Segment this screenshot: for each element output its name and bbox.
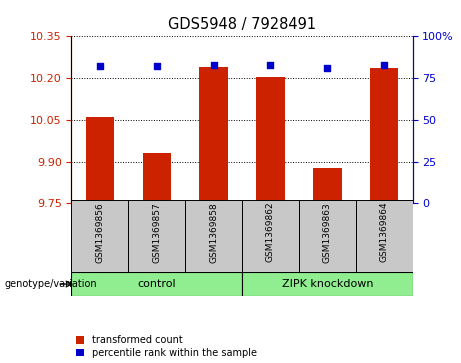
Title: GDS5948 / 7928491: GDS5948 / 7928491 <box>168 17 316 32</box>
Text: ZIPK knockdown: ZIPK knockdown <box>282 279 373 289</box>
Point <box>210 62 217 68</box>
Bar <box>256 77 285 203</box>
Text: GSM1369856: GSM1369856 <box>95 202 104 262</box>
Text: GSM1369864: GSM1369864 <box>380 202 389 262</box>
Text: GSM1369857: GSM1369857 <box>152 202 161 262</box>
Point <box>267 62 274 68</box>
FancyBboxPatch shape <box>299 200 356 272</box>
Bar <box>86 117 114 203</box>
Bar <box>200 67 228 203</box>
Text: GSM1369862: GSM1369862 <box>266 202 275 262</box>
FancyBboxPatch shape <box>71 200 128 272</box>
Point <box>96 64 104 69</box>
FancyBboxPatch shape <box>128 200 185 272</box>
Bar <box>370 68 398 203</box>
FancyBboxPatch shape <box>71 272 242 296</box>
FancyBboxPatch shape <box>242 272 413 296</box>
FancyBboxPatch shape <box>242 200 299 272</box>
FancyBboxPatch shape <box>356 200 413 272</box>
Text: control: control <box>137 279 176 289</box>
Text: GSM1369863: GSM1369863 <box>323 202 332 262</box>
FancyBboxPatch shape <box>185 200 242 272</box>
Bar <box>142 153 171 203</box>
Text: genotype/variation: genotype/variation <box>5 279 97 289</box>
Point <box>380 62 388 68</box>
Legend: transformed count, percentile rank within the sample: transformed count, percentile rank withi… <box>77 335 257 358</box>
Bar <box>313 168 342 203</box>
Text: GSM1369858: GSM1369858 <box>209 202 218 262</box>
Point <box>324 65 331 71</box>
Point <box>153 64 160 69</box>
